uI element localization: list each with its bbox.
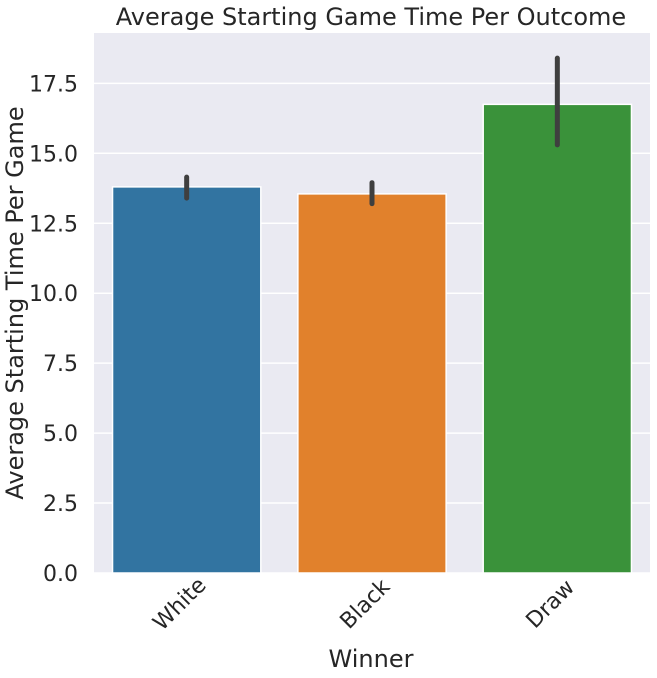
bar-draw — [482, 103, 633, 574]
chart-title: Average Starting Game Time Per Outcome — [116, 3, 626, 31]
x-tick-label: Draw — [522, 575, 580, 633]
x-tick-label: White — [149, 573, 212, 636]
y-tick-label: 5.0 — [43, 422, 78, 447]
x-tick-labels: White Black Draw — [149, 573, 580, 636]
y-tick-label: 7.5 — [43, 352, 78, 377]
y-tick-label: 12.5 — [29, 212, 78, 237]
y-tick-label: 17.5 — [29, 72, 78, 97]
x-tick-label: Black — [336, 574, 396, 634]
y-axis-title: Average Starting Time Per Game — [1, 106, 29, 499]
y-tick-label: 2.5 — [43, 492, 78, 517]
y-tick-label: 15.0 — [29, 142, 78, 167]
error-bars — [184, 55, 560, 207]
x-axis-title: Winner — [329, 645, 414, 673]
bar-black — [297, 193, 447, 574]
y-tick-labels: 0.0 2.5 5.0 7.5 10.0 12.5 15.0 17.5 — [29, 72, 78, 587]
y-tick-label: 10.0 — [29, 282, 78, 307]
bars — [111, 103, 633, 574]
bar-white — [111, 186, 262, 574]
y-tick-label: 0.0 — [43, 562, 78, 587]
